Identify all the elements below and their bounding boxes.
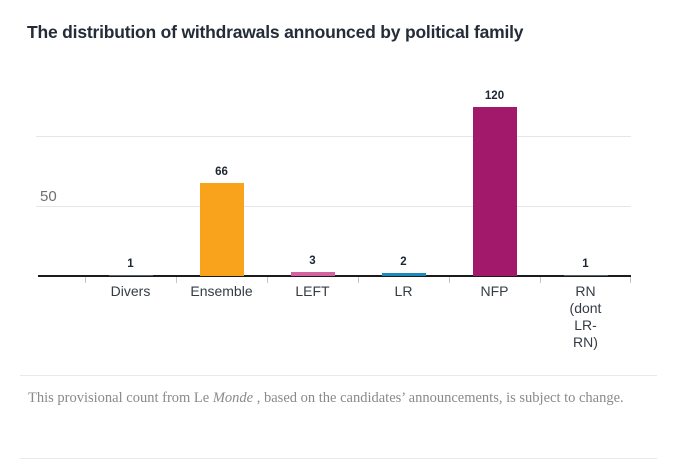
y-axis-tick-label: 50	[40, 188, 57, 205]
x-axis-label-ensemble: Ensemble	[190, 283, 253, 299]
footer-text: This provisional count from Le	[28, 390, 213, 406]
bar-rn-dont-lr-rn[interactable]	[563, 275, 608, 276]
chart-title: The distribution of withdrawals announce…	[27, 22, 524, 42]
x-axis-label-rn-dont-lr-rn: RN (dont LR- RN)	[569, 283, 602, 350]
footer-divider	[20, 375, 657, 376]
x-axis-label-lr: LR	[394, 283, 413, 299]
x-axis-tick	[358, 277, 359, 283]
gridline-50	[36, 206, 631, 207]
bar-cell: 2	[358, 60, 449, 276]
bar-cell: 1	[540, 60, 631, 276]
footer-text-end: , based on the candidates’ announcements…	[253, 390, 624, 406]
bar-lr[interactable]	[381, 273, 426, 276]
gridline-100	[36, 136, 631, 137]
bar-left[interactable]	[290, 272, 335, 276]
x-axis-tick	[540, 277, 541, 283]
bars-row: 1 66 3 2 120 1	[85, 60, 631, 276]
x-axis-tick	[267, 277, 268, 283]
x-axis-label-nfp: NFP	[480, 283, 509, 299]
bar-nfp[interactable]	[472, 107, 517, 276]
bar-value-label: 3	[309, 255, 316, 267]
bar-divers[interactable]	[108, 275, 153, 276]
bar-value-label: 66	[215, 166, 228, 178]
bar-cell: 1	[85, 60, 176, 276]
footer-note: This provisional count from Le Monde , b…	[28, 385, 644, 412]
bar-ensemble[interactable]	[199, 183, 244, 276]
bar-value-label: 2	[400, 256, 407, 268]
x-axis-label-divers: Divers	[110, 283, 151, 299]
footer-source-name: Monde	[212, 390, 254, 406]
bar-cell: 66	[176, 60, 267, 276]
bar-cell: 3	[267, 60, 358, 276]
x-axis-line	[38, 275, 631, 277]
bar-value-label: 120	[484, 90, 505, 102]
bottom-divider	[20, 458, 657, 459]
bar-value-label: 1	[582, 258, 589, 270]
x-axis-tick	[630, 277, 631, 283]
x-axis-tick	[176, 277, 177, 283]
x-axis-tick	[449, 277, 450, 283]
x-axis-label-left: LEFT	[295, 283, 330, 299]
x-axis-labels: Divers Ensemble LEFT LR NFP RN (dont LR- RN)	[85, 283, 631, 351]
bar-value-label: 1	[127, 258, 134, 270]
bar-cell: 120	[449, 60, 540, 276]
x-axis-tick	[85, 277, 86, 283]
